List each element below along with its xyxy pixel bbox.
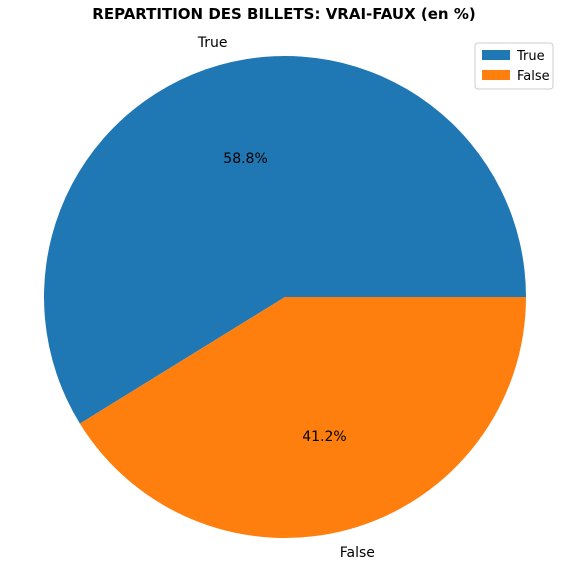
pie-labels: True 58.8% False 41.2%: [197, 35, 375, 561]
pie-slice-false: [79, 297, 526, 539]
legend-swatch-false: [482, 70, 510, 80]
slice-percent-false: 41.2%: [302, 429, 346, 445]
pie-slices: [44, 56, 527, 539]
legend-label-false: False: [517, 69, 550, 84]
legend-label-true: True: [516, 49, 545, 64]
pie-slice-true: [44, 56, 527, 424]
slice-label-false: False: [340, 545, 375, 561]
slice-percent-true: 58.8%: [223, 151, 267, 167]
slice-label-true: True: [197, 35, 228, 51]
legend: True False: [474, 42, 554, 90]
chart-title: REPARTITION DES BILLETS: VRAI-FAUX (en %…: [92, 5, 475, 23]
legend-swatch-true: [482, 50, 510, 60]
